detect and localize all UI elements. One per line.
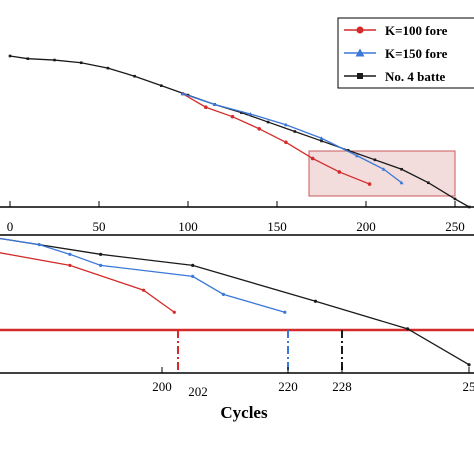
bottom-data-point [467,363,471,367]
top-data-point [381,167,386,171]
top-data-point [310,156,315,161]
bottom-data-point [37,243,41,247]
top-data-point [248,111,253,116]
top-data-point [53,58,56,62]
legend-marker-k150 [355,48,365,57]
top-data-point [373,158,377,162]
top-series-line [182,93,370,185]
bottom-data-point [99,263,103,267]
top-data-point [400,167,403,171]
top-data-point [293,130,297,133]
top-data-point [467,205,471,209]
legend-marker-k100 [356,26,364,34]
top-data-point [367,182,372,186]
top-x-tick-label: 50 [93,219,106,234]
top-data-point [453,197,457,201]
bottom-data-point [313,299,318,303]
top-panel: 0 50 100 150 200 250 K=100 fore K=150 fore No… [0,17,474,234]
top-data-point [133,74,136,78]
top-data-point [320,139,323,143]
top-data-point [79,61,83,65]
top-data-point [26,57,30,60]
top-data-point [319,136,324,140]
top-x-tick-label: 0 [7,219,14,234]
bottom-series-group [0,237,471,367]
bottom-x-ticks: 200 220 228 25 [152,367,474,394]
top-data-point [212,102,217,107]
bottom-data-point [191,274,195,278]
bottom-x-tick-label: 25 [463,379,474,394]
top-data-point [180,91,185,96]
bottom-data-point [99,252,103,256]
top-data-point [106,66,110,70]
top-x-ticks: 0 50 100 150 200 250 [7,201,465,234]
bottom-data-point [68,252,72,256]
top-data-point [427,181,430,185]
bottom-data-point [172,310,176,314]
top-data-point [284,140,288,145]
bottom-panel: 202 200 220 228 25 Cycles [0,234,474,422]
bottom-series-line [0,252,175,313]
legend: K=100 fore K=150 fore No. 4 batte [337,17,474,89]
bottom-data-point [141,288,146,292]
top-x-tick-label: 150 [267,219,287,234]
bottom-data-point [283,310,287,314]
bottom-data-point [68,263,72,267]
top-series-group [8,54,471,209]
bottom-annotations: 202 [177,330,343,399]
top-series-line [182,93,402,184]
top-data-point [266,120,270,124]
bottom-x-tick-label: 200 [152,379,172,394]
x-axis-title: Cycles [220,403,268,422]
bottom-data-point [221,292,225,296]
legend-marker-no4 [357,73,363,79]
top-x-tick-label: 250 [445,219,465,234]
top-data-point [337,170,342,174]
bottom-series-line [0,237,285,313]
top-data-point [355,153,360,158]
bottom-data-point [406,327,410,331]
bottom-data-point [191,263,195,267]
annotation-label-202: 202 [188,384,208,399]
top-data-point [399,180,404,185]
top-data-point [204,105,208,110]
top-data-point [346,149,350,152]
bottom-x-tick-label: 220 [278,379,298,394]
legend-label-no4: No. 4 batte [385,69,446,84]
top-data-point [283,122,288,127]
top-x-tick-label: 200 [356,219,376,234]
bottom-x-tick-label: 228 [332,379,352,394]
top-data-point [240,111,243,114]
top-x-tick-label: 100 [178,219,198,234]
legend-label-k100: K=100 fore [385,23,448,38]
legend-label-k150: K=150 fore [385,46,448,61]
top-data-point [230,114,235,119]
zoom-highlight-box [308,150,456,197]
top-data-point [257,127,262,131]
top-data-point [160,84,163,87]
bottom-series-line [0,237,470,366]
top-data-point [8,54,12,58]
